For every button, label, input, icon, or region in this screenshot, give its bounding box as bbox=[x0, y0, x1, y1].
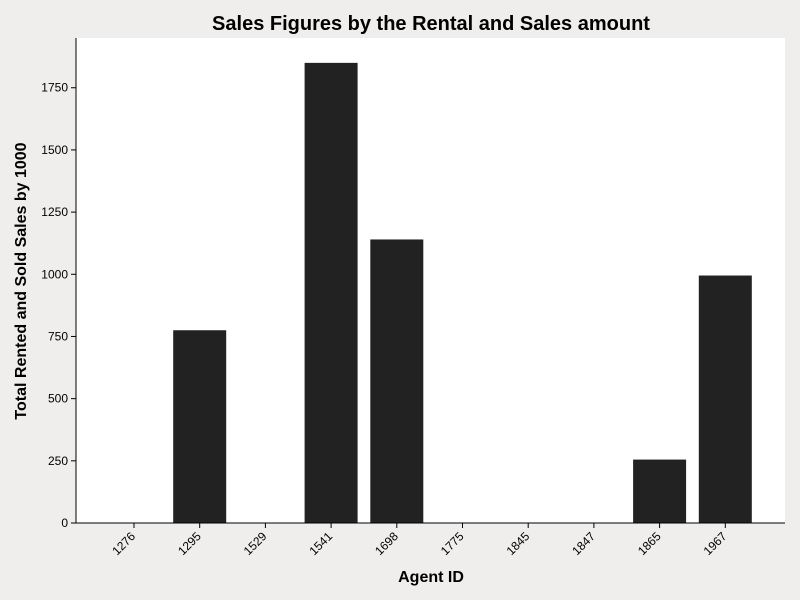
x-tick-label: 1295 bbox=[175, 529, 204, 558]
x-axis-label: Agent ID bbox=[398, 569, 464, 586]
x-tick-label: 1541 bbox=[306, 529, 335, 558]
x-tick-label: 1775 bbox=[438, 529, 467, 558]
x-tick-label: 1698 bbox=[372, 529, 401, 558]
x-ticks-group: 1276 1295 1529 1541 1698 1775 1845 1847 1865 1967 bbox=[109, 523, 730, 558]
y-tick-label: 1000 bbox=[41, 267, 68, 281]
chart-title: Sales Figures by the Rental and Sales am… bbox=[212, 13, 650, 35]
y-tick-label: 1500 bbox=[41, 143, 68, 157]
bar-1865 bbox=[633, 459, 687, 523]
y-tick-label: 750 bbox=[48, 329, 68, 343]
x-tick-label: 1967 bbox=[701, 529, 730, 558]
x-tick-label: 1276 bbox=[109, 529, 138, 558]
y-ticks-group: 0 250 500 750 1000 1250 1500 1750 bbox=[41, 81, 76, 530]
y-tick-label: 0 bbox=[61, 516, 68, 530]
y-tick-label: 1750 bbox=[41, 81, 68, 95]
bar-1295 bbox=[173, 330, 227, 523]
x-tick-label: 1529 bbox=[241, 529, 270, 558]
y-tick-label: 1250 bbox=[41, 205, 68, 219]
x-tick-label: 1865 bbox=[635, 529, 664, 558]
bar-1967 bbox=[698, 275, 752, 523]
y-tick-label: 250 bbox=[48, 454, 68, 468]
bar-1541 bbox=[304, 62, 358, 523]
x-tick-label: 1847 bbox=[569, 529, 598, 558]
y-tick-label: 500 bbox=[48, 392, 68, 406]
y-axis-label: Total Rented and Sold Sales by 1000 bbox=[13, 142, 30, 419]
bars-group bbox=[173, 62, 752, 523]
bar-1698 bbox=[370, 239, 424, 523]
x-tick-label: 1845 bbox=[504, 529, 533, 558]
